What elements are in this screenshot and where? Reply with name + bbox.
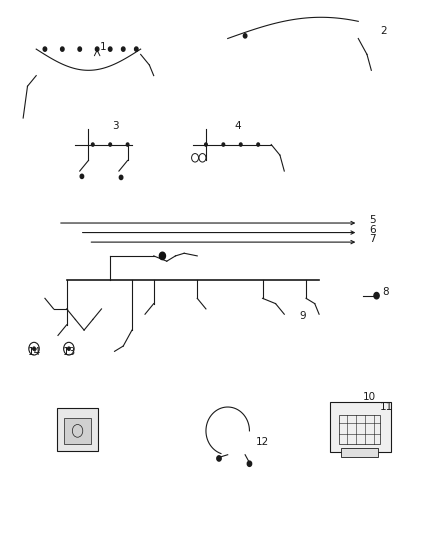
Text: 10: 10	[363, 392, 376, 402]
Circle shape	[374, 293, 379, 299]
Circle shape	[134, 47, 138, 51]
Circle shape	[244, 34, 247, 38]
Circle shape	[205, 143, 207, 146]
Circle shape	[43, 47, 47, 51]
Circle shape	[60, 47, 64, 51]
Circle shape	[222, 143, 225, 146]
Text: 4: 4	[234, 122, 241, 131]
Circle shape	[119, 175, 123, 180]
Text: 8: 8	[382, 287, 389, 297]
FancyBboxPatch shape	[57, 408, 99, 451]
Text: 12: 12	[256, 437, 269, 447]
Text: 7: 7	[369, 234, 376, 244]
Text: 5: 5	[369, 215, 376, 225]
Text: 11: 11	[380, 402, 393, 413]
Bar	[341, 448, 378, 457]
Text: 1: 1	[99, 42, 106, 52]
Text: 3: 3	[113, 122, 119, 131]
Text: 13: 13	[62, 346, 76, 357]
Text: 14: 14	[28, 346, 41, 357]
Bar	[339, 415, 380, 444]
Circle shape	[247, 461, 252, 466]
Text: 9: 9	[300, 311, 306, 320]
Circle shape	[159, 252, 166, 260]
Circle shape	[109, 143, 112, 146]
Circle shape	[240, 143, 242, 146]
Circle shape	[126, 143, 129, 146]
Text: 2: 2	[380, 26, 387, 36]
Text: 6: 6	[369, 225, 376, 235]
Circle shape	[257, 143, 259, 146]
Circle shape	[109, 47, 112, 51]
Bar	[64, 418, 91, 444]
Circle shape	[67, 347, 70, 350]
Circle shape	[121, 47, 125, 51]
Circle shape	[217, 456, 221, 461]
Circle shape	[78, 47, 81, 51]
Circle shape	[33, 347, 35, 350]
Circle shape	[92, 143, 94, 146]
Circle shape	[80, 174, 84, 179]
Circle shape	[95, 47, 99, 51]
FancyBboxPatch shape	[330, 402, 391, 452]
